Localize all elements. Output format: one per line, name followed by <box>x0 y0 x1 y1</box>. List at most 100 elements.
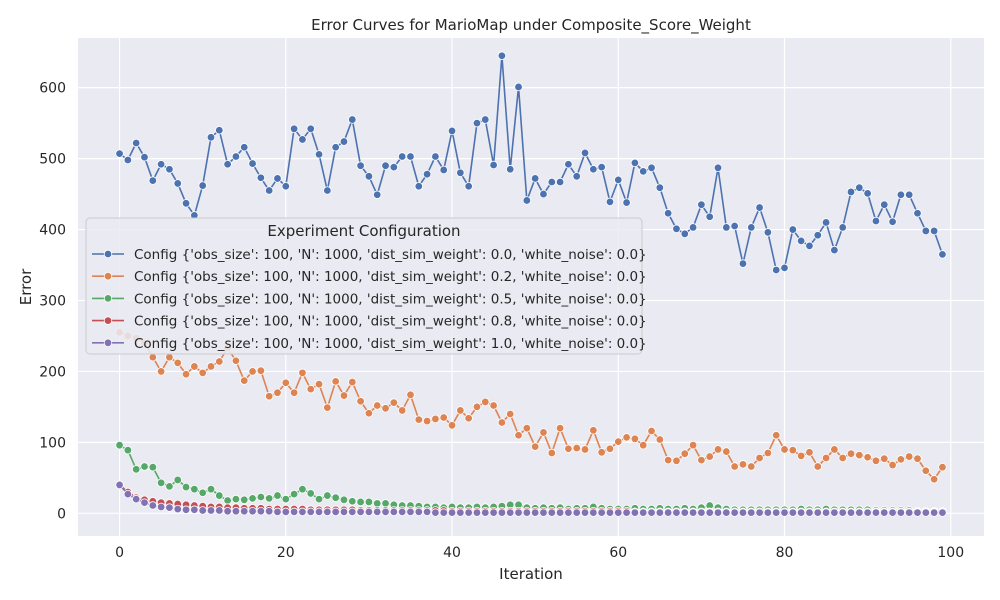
data-point <box>880 508 889 517</box>
data-point <box>705 212 714 221</box>
data-point <box>314 494 324 504</box>
data-point <box>348 497 357 506</box>
data-point <box>314 379 324 389</box>
legend-title: Experiment Configuration <box>267 222 460 240</box>
data-point <box>148 501 158 510</box>
data-point <box>772 431 781 440</box>
data-point <box>273 491 282 500</box>
data-point <box>605 508 615 517</box>
data-point <box>456 406 465 415</box>
data-point <box>921 466 931 475</box>
data-point <box>572 508 581 517</box>
data-point <box>688 440 698 450</box>
data-point <box>871 216 881 226</box>
data-point <box>855 183 864 192</box>
legend-label: Config {'obs_size': 100, 'N': 1000, 'dis… <box>134 314 647 330</box>
series-0 <box>115 51 947 275</box>
data-point <box>938 508 947 517</box>
data-point <box>871 456 881 466</box>
data-point <box>655 508 665 517</box>
data-point <box>647 508 656 517</box>
data-point <box>439 508 448 517</box>
data-point <box>497 51 507 60</box>
data-point <box>730 221 739 231</box>
data-point <box>747 223 756 232</box>
data-point <box>456 168 465 177</box>
data-point <box>938 250 947 259</box>
x-tick-label: 20 <box>277 545 295 561</box>
data-point <box>705 452 714 461</box>
data-point <box>489 160 498 170</box>
data-point <box>273 507 282 517</box>
x-tick-label: 100 <box>937 545 964 561</box>
data-point <box>730 508 739 517</box>
data-point <box>813 462 822 471</box>
data-point <box>373 499 382 508</box>
data-point <box>597 448 606 457</box>
data-point <box>240 495 249 505</box>
data-point <box>339 507 349 517</box>
data-point <box>555 508 565 517</box>
data-point <box>605 197 615 207</box>
data-point <box>431 152 440 161</box>
data-point <box>738 259 748 268</box>
data-point <box>547 508 556 517</box>
legend-item: Config {'obs_size': 100, 'N': 1000, 'dis… <box>92 269 647 285</box>
data-point <box>564 160 573 169</box>
data-point <box>289 388 299 397</box>
data-point <box>863 453 872 462</box>
data-point <box>863 189 872 198</box>
data-point <box>439 165 448 175</box>
data-point <box>722 447 731 456</box>
data-point <box>281 494 290 504</box>
data-point <box>580 148 590 158</box>
data-point <box>447 126 457 136</box>
data-point <box>921 226 931 236</box>
legend-swatch-marker <box>103 294 113 303</box>
data-point <box>755 203 764 212</box>
data-point <box>406 152 415 161</box>
x-axis-title: Iteration <box>499 565 563 583</box>
y-tick-label: 300 <box>39 293 66 309</box>
data-point <box>323 507 332 517</box>
data-point <box>938 462 947 472</box>
data-point <box>364 409 374 418</box>
data-point <box>614 437 623 446</box>
data-point <box>738 508 748 517</box>
data-point <box>863 508 872 517</box>
data-point <box>331 493 340 502</box>
data-point <box>755 508 764 517</box>
data-point <box>381 499 390 508</box>
data-point <box>248 159 257 168</box>
data-point <box>929 508 939 517</box>
data-point <box>663 209 673 218</box>
y-axis-title: Error <box>17 268 35 305</box>
data-point <box>796 451 806 461</box>
data-point <box>763 228 773 237</box>
data-point <box>514 431 523 440</box>
data-point <box>231 506 241 516</box>
data-point <box>539 189 548 199</box>
data-point <box>722 223 731 232</box>
data-point <box>406 507 415 517</box>
legend-label: Config {'obs_size': 100, 'N': 1000, 'dis… <box>134 336 647 352</box>
y-tick-label: 0 <box>57 506 66 522</box>
data-point <box>289 124 299 134</box>
data-point <box>140 152 149 162</box>
data-point <box>589 508 598 517</box>
data-point <box>148 176 158 185</box>
data-point <box>904 452 914 461</box>
data-point <box>481 115 490 124</box>
data-point <box>231 494 241 504</box>
data-point <box>173 504 182 514</box>
data-point <box>431 508 440 517</box>
data-point <box>165 165 174 174</box>
data-point <box>123 155 133 165</box>
data-point <box>289 507 299 517</box>
data-point <box>273 174 282 183</box>
data-point <box>381 404 390 413</box>
data-point <box>805 508 814 517</box>
data-point <box>805 241 814 251</box>
data-point <box>589 426 598 435</box>
